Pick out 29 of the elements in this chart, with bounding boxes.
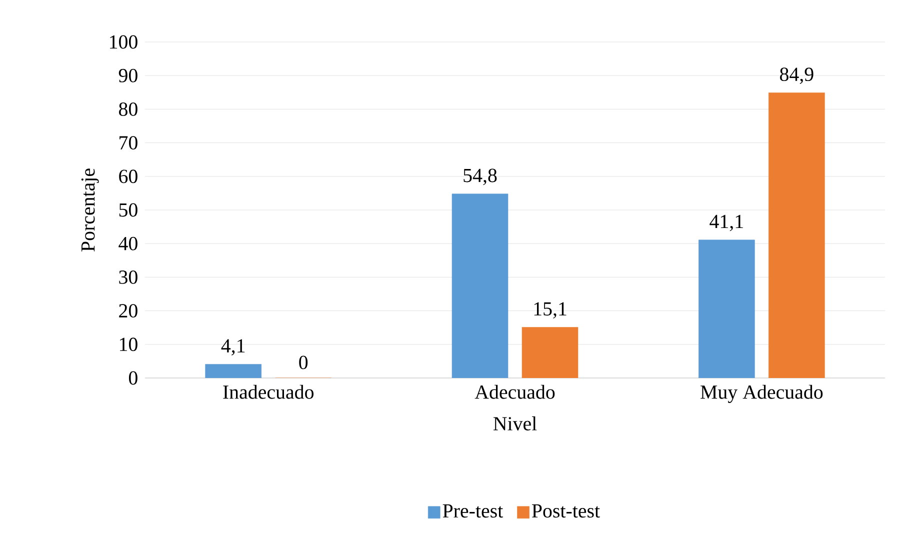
data-label: 0 bbox=[299, 356, 308, 370]
y-axis-title: Porcentaje bbox=[81, 168, 99, 252]
data-label: 4,1 bbox=[221, 339, 245, 356]
y-tick-label: 60 bbox=[119, 170, 138, 184]
y-tick-label: 80 bbox=[119, 102, 138, 116]
y-tick-label: 0 bbox=[128, 371, 138, 385]
bar bbox=[768, 92, 825, 378]
legend-label: Pre-test bbox=[442, 504, 504, 518]
x-tick-label: Inadecuado bbox=[223, 384, 314, 399]
y-tick-label: 40 bbox=[118, 236, 138, 250]
bar bbox=[205, 364, 262, 378]
y-tick-label: 90 bbox=[118, 68, 138, 82]
x-tick-label: Adecuado bbox=[474, 384, 555, 399]
y-tick-label: 50 bbox=[119, 203, 138, 217]
data-label: 54,8 bbox=[464, 168, 497, 186]
data-label: 41,1 bbox=[710, 214, 743, 232]
y-tick-label: 10 bbox=[120, 338, 138, 352]
x-tick-label: Muy Adecuado bbox=[700, 384, 823, 403]
bar bbox=[522, 327, 578, 378]
x-axis-title: Nivel bbox=[493, 416, 537, 430]
y-tick-label: 20 bbox=[119, 304, 138, 318]
data-label: 84,9 bbox=[780, 68, 814, 84]
y-tick-label: 30 bbox=[119, 270, 138, 284]
bar bbox=[698, 240, 755, 378]
legend-label: Post-test bbox=[532, 504, 600, 518]
bar bbox=[452, 194, 508, 378]
y-tick-label: 100 bbox=[110, 35, 138, 49]
data-label: 15,1 bbox=[534, 302, 566, 318]
y-tick-label: 70 bbox=[120, 136, 138, 150]
